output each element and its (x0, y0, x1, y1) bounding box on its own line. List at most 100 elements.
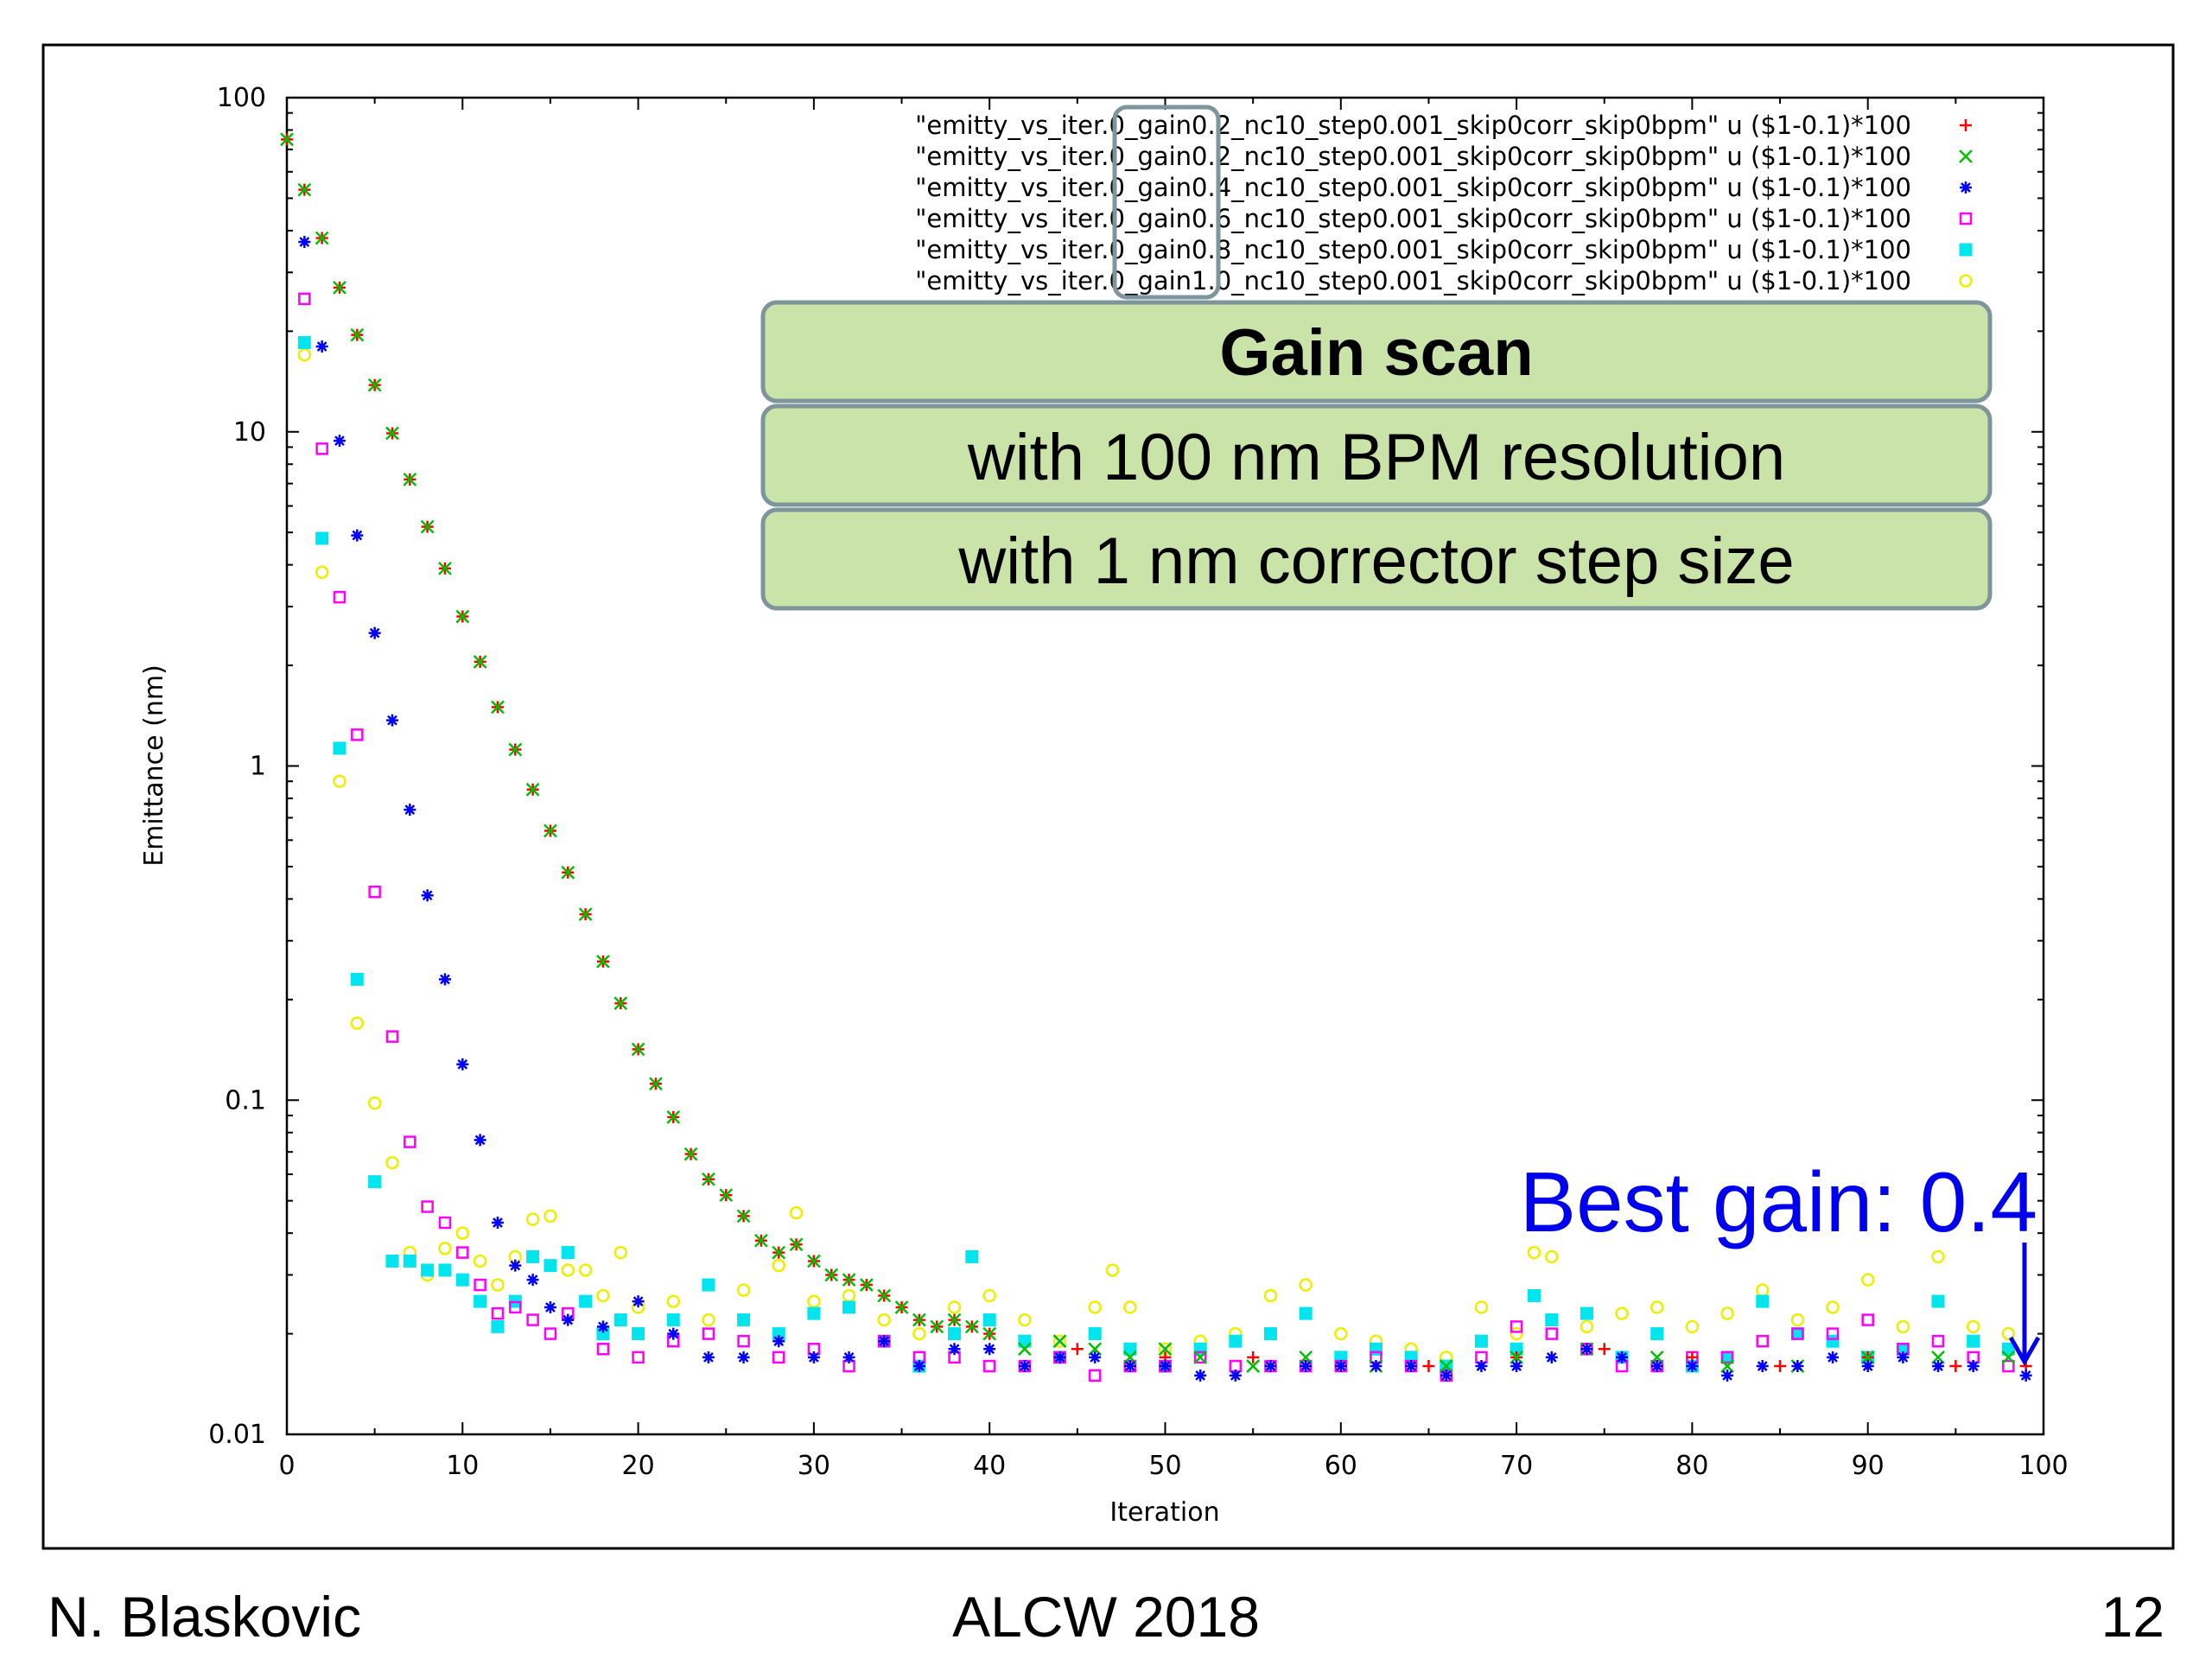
x-tick-label: 50 (1148, 1451, 1181, 1481)
data-point (667, 1327, 680, 1340)
data-point (1194, 1369, 1207, 1382)
data-point (613, 1245, 628, 1260)
data-point (982, 1326, 997, 1341)
data-point (842, 1351, 855, 1363)
data-point (772, 1245, 786, 1260)
gain-highlight-box (1112, 105, 1221, 300)
data-point (1790, 1313, 1805, 1327)
data-point (596, 1288, 610, 1303)
data-point (1510, 1326, 1523, 1341)
data-point (543, 1209, 557, 1224)
data-point (350, 1016, 365, 1030)
data-point (1861, 1313, 1874, 1326)
data-point (297, 182, 312, 197)
legend-marker (1959, 274, 1973, 288)
data-point (1826, 1300, 1840, 1314)
x-tick-label: 0 (278, 1451, 295, 1481)
data-point (1334, 1360, 1347, 1373)
x-tick-label: 100 (2018, 1451, 2068, 1481)
data-point (509, 1300, 522, 1314)
legend-entry-label: "emitty_vs_iter.0_gain0.8_nc10_step0.001… (915, 235, 1911, 264)
data-point (1052, 1334, 1067, 1348)
data-point (842, 1273, 856, 1287)
data-point (367, 378, 382, 392)
data-point (737, 1313, 751, 1327)
data-point (1756, 1294, 1770, 1308)
data-point (1370, 1360, 1382, 1373)
data-point (1264, 1360, 1277, 1373)
legend-marker (1959, 149, 1973, 163)
data-point (351, 728, 364, 741)
data-point (1159, 1360, 1172, 1373)
series-5-markers (297, 347, 2016, 1364)
data-point (702, 1327, 715, 1340)
data-point (1122, 1350, 1137, 1364)
data-point (772, 1351, 785, 1364)
data-point (368, 1175, 382, 1189)
data-point (1247, 1351, 1260, 1363)
data-point (1545, 1351, 1558, 1363)
data-point (420, 519, 435, 534)
data-point (1756, 1334, 1769, 1348)
data-point (737, 1334, 750, 1348)
data-point (350, 972, 364, 986)
best-gain-arrow (2008, 1243, 2041, 1367)
data-point (912, 1313, 926, 1327)
data-point (473, 1254, 487, 1268)
data-point (1089, 1351, 1102, 1363)
data-point (561, 1263, 575, 1277)
data-point (1616, 1351, 1629, 1363)
data-point (649, 1077, 663, 1091)
callout-bpm-text: with 100 nm BPM resolution (967, 421, 1785, 494)
data-point (1932, 1360, 1945, 1373)
data-point (491, 1217, 504, 1230)
data-point (772, 1258, 785, 1273)
data-point (1299, 1278, 1313, 1292)
legend-entry-label: "emitty_vs_iter.0_gain0.4_nc10_step0.001… (915, 173, 1911, 202)
data-point (1791, 1327, 1804, 1340)
x-axis-label: Iteration (1109, 1497, 1219, 1528)
data-point (404, 804, 416, 817)
x-tick-label: 40 (973, 1451, 1006, 1481)
callout-corrector-text: with 1 nm corrector step size (957, 524, 1794, 598)
data-point (543, 1327, 557, 1340)
data-point (508, 742, 523, 757)
data-point (632, 1351, 645, 1364)
data-point (455, 1273, 469, 1287)
data-point (702, 1172, 715, 1186)
data-point (1510, 1360, 1523, 1373)
data-point (912, 1326, 926, 1341)
data-point (702, 1351, 715, 1363)
data-point (368, 885, 381, 899)
data-point (438, 1263, 452, 1277)
data-point (543, 1259, 557, 1273)
data-point (1545, 1313, 1559, 1327)
data-point (666, 1109, 681, 1124)
data-point (912, 1360, 925, 1373)
data-point (1826, 1327, 1840, 1340)
data-point (1053, 1351, 1066, 1363)
x-tick-label: 70 (1500, 1451, 1533, 1481)
data-point (385, 1155, 399, 1170)
data-point (1931, 1294, 1945, 1308)
data-point (2002, 1359, 2015, 1373)
data-point (561, 1246, 575, 1260)
data-point (526, 1313, 539, 1326)
footer-event: ALCW 2018 (952, 1585, 1260, 1649)
data-point (438, 1242, 452, 1255)
series-2-markers (298, 235, 2032, 1382)
data-point (456, 1246, 469, 1259)
data-point (297, 347, 312, 362)
footer-page-number: 12 (2101, 1585, 2164, 1649)
data-point (579, 1294, 593, 1308)
data-point (1263, 1327, 1277, 1341)
data-point (982, 1313, 996, 1327)
data-point (1967, 1360, 1980, 1373)
data-point (632, 1327, 645, 1341)
data-point (2001, 1342, 2015, 1356)
data-point (877, 1288, 892, 1303)
data-point (1897, 1351, 1910, 1363)
data-point (315, 340, 328, 353)
data-point (543, 1300, 556, 1313)
